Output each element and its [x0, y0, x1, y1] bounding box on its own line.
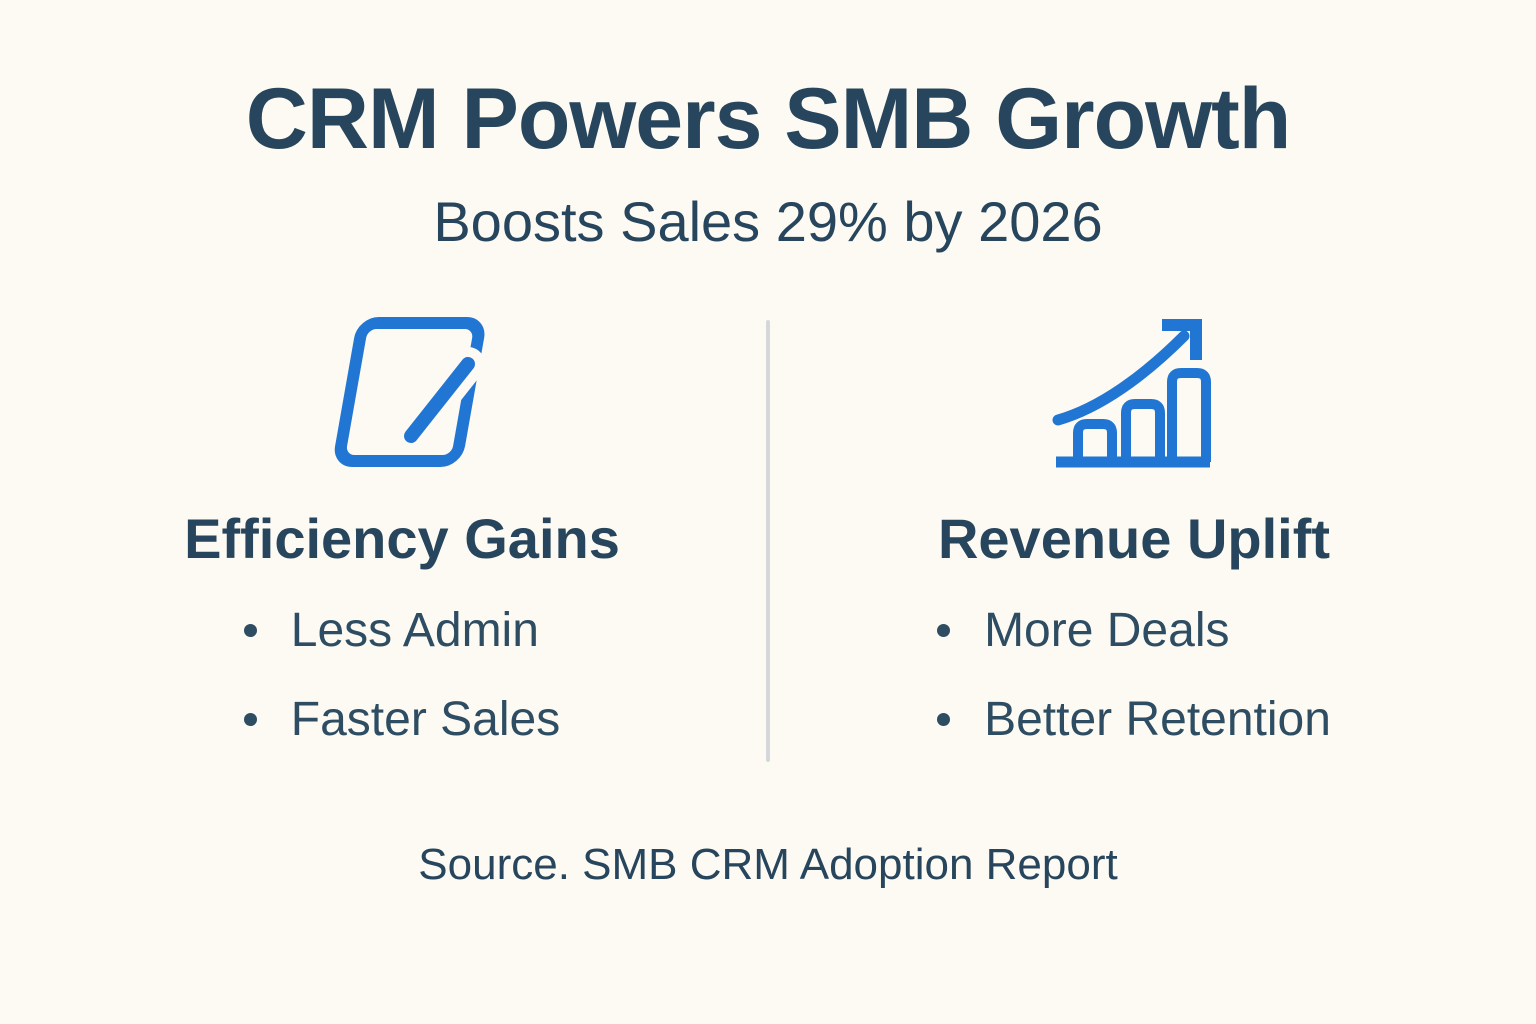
- notepad-pen-icon: [316, 316, 488, 468]
- column-heading: Efficiency Gains: [184, 506, 620, 570]
- bullet-dot-icon: [243, 712, 257, 726]
- source-note: Source. SMB CRM Adoption Report: [418, 839, 1118, 889]
- bullet-list: Less Admin Faster Sales: [243, 603, 561, 747]
- column-revenue-uplift: Revenue Uplift More Deals Better Retenti…: [770, 316, 1498, 762]
- list-item: Better Retention: [937, 692, 1331, 747]
- vertical-divider: [766, 319, 770, 762]
- page-title: CRM Powers SMB Growth: [245, 71, 1292, 167]
- page-subtitle: Boosts Sales 29% by 2026: [433, 189, 1103, 253]
- list-item: Less Admin: [243, 603, 560, 658]
- list-item: More Deals: [937, 603, 1331, 658]
- bullet-text: Faster Sales: [290, 692, 561, 746]
- two-column-section: Efficiency Gains Less Admin Faster Sales: [38, 316, 1498, 762]
- growth-chart-icon: [1052, 316, 1216, 468]
- bullet-text: Better Retention: [984, 692, 1331, 746]
- column-efficiency-gains: Efficiency Gains Less Admin Faster Sales: [38, 316, 766, 762]
- bullet-text: More Deals: [984, 603, 1230, 657]
- column-heading: Revenue Uplift: [937, 506, 1331, 570]
- bullet-dot-icon: [937, 712, 951, 726]
- bullet-dot-icon: [937, 623, 951, 637]
- list-item: Faster Sales: [243, 692, 561, 747]
- bullet-text: Less Admin: [290, 603, 539, 657]
- bullet-list: More Deals Better Retention: [937, 603, 1331, 747]
- bullet-dot-icon: [243, 623, 257, 637]
